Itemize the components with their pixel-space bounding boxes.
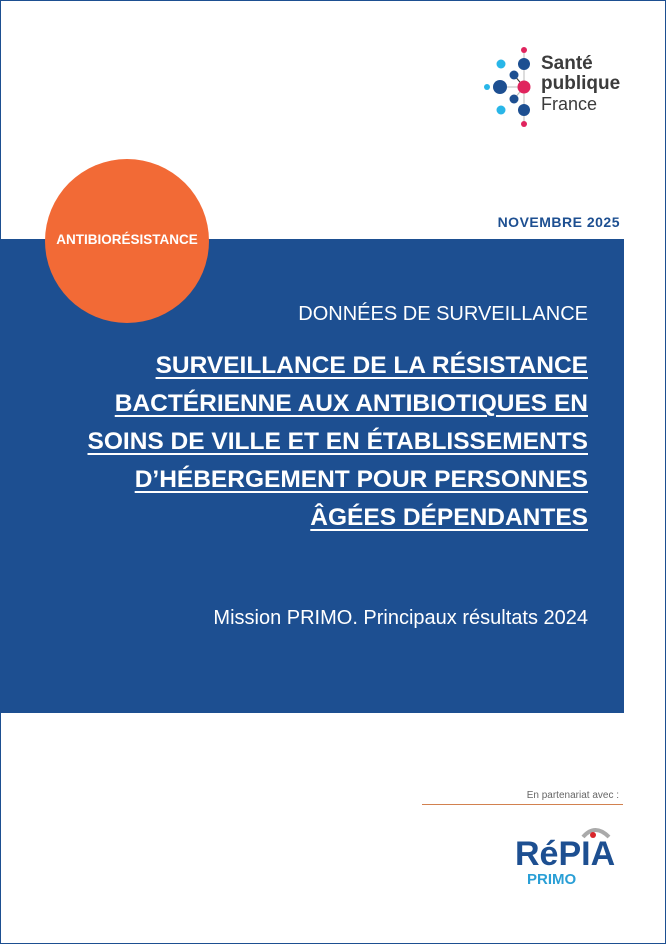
repia-wordmark: RéPIA	[515, 835, 615, 873]
publication-date: NOVEMBRE 2025	[497, 214, 620, 230]
divider	[422, 804, 623, 805]
theme-circle	[45, 159, 209, 323]
document-title: SURVEILLANCE DE LA RÉSISTANCE BACTÉRIENN…	[88, 347, 589, 537]
logo-wordmark: Santé publique France	[541, 53, 621, 115]
sante-publique-france-logo	[484, 47, 531, 127]
repia-primo-logo: RéPIA PRIMO	[515, 828, 615, 888]
title-line: ÂGÉES DÉPENDANTES	[310, 504, 588, 531]
logo-line: Santé	[541, 53, 593, 74]
title-line: SOINS DE VILLE ET EN ÉTABLISSEMENTS	[87, 428, 589, 455]
logo-line: publique	[541, 73, 621, 94]
theme-badge: ANTIBIORÉSISTANCE	[56, 232, 198, 247]
title-line: BACTÉRIENNE AUX ANTIBIOTIQUES EN	[114, 390, 588, 417]
title-line: D’HÉBERGEMENT POUR PERSONNES	[134, 466, 588, 493]
title-line: SURVEILLANCE DE LA RÉSISTANCE	[155, 352, 588, 379]
document-subtitle: Mission PRIMO. Principaux résultats 2024	[213, 607, 588, 629]
partner-label: En partenariat avec :	[526, 790, 619, 801]
document-type: DONNÉES DE SURVEILLANCE	[298, 303, 588, 325]
primo-wordmark: PRIMO	[527, 871, 577, 888]
logo-line: France	[541, 94, 598, 114]
